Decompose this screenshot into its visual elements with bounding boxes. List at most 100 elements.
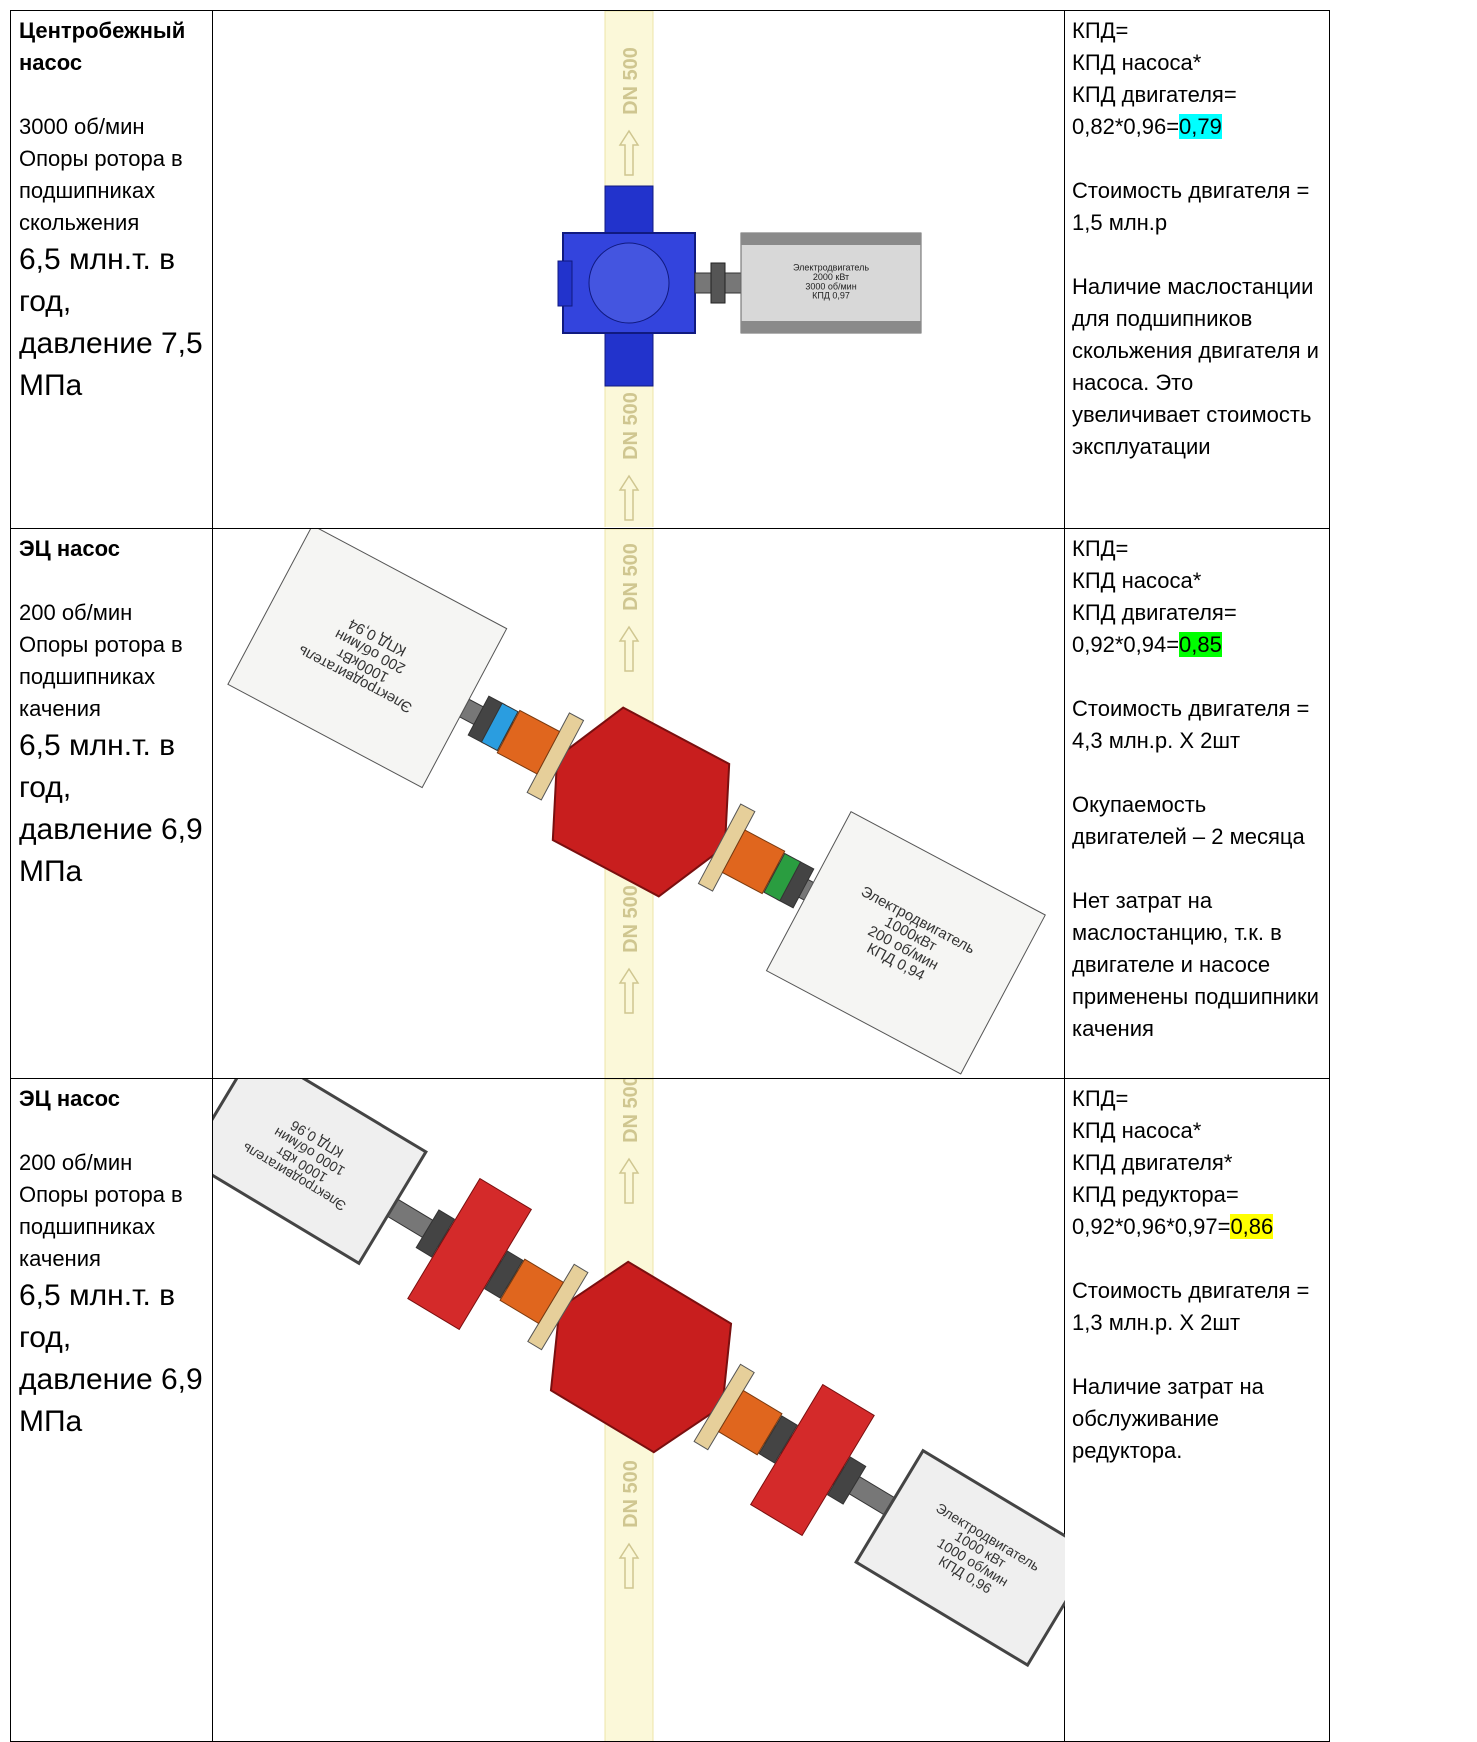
coupling: [758, 1415, 798, 1464]
flow-arrow: [618, 474, 640, 521]
table-row: ЭЦ насос 200 об/мин Опоры ротора в подшипн…: [11, 1078, 1329, 1741]
seal: [717, 1389, 783, 1456]
formula: 0,92*0,94=: [1072, 632, 1180, 657]
flow-arrow: [618, 967, 640, 1014]
motor: [854, 1448, 1065, 1668]
spacer: [1072, 1339, 1322, 1371]
efficiency-line: КПД=: [1072, 1086, 1129, 1111]
motor-band: [741, 321, 921, 333]
pipe-label: DN 500: [620, 1079, 642, 1143]
motor-label: Электродвигатель 2000 кВт 3000 об/мин КПД 0…: [793, 262, 869, 300]
motor: [765, 811, 1046, 1075]
spacer: [19, 79, 204, 111]
diagram: DN 500 DN 500 Электродвигатель 2000 кВт 3000…: [557, 11, 922, 527]
note-paragraph: Стоимость двигателя = 1,5 млн.р: [1072, 178, 1310, 235]
efficiency-line: КПД=: [1072, 536, 1129, 561]
note-paragraph: Окупаемость двигателей – 2 месяца: [1072, 792, 1305, 849]
motor: [213, 1079, 428, 1266]
note-paragraph: Наличие маслостанции для подшипников ско…: [1072, 274, 1319, 459]
spacer: [1072, 853, 1322, 885]
efficiency-formula: 0,82*0,96=0,79: [1072, 111, 1322, 143]
efficiency-line: КПД двигателя=: [1072, 82, 1237, 107]
motor: [740, 232, 922, 334]
efficiency-result: 0,86: [1230, 1214, 1274, 1239]
pipe-label: DN 500: [620, 885, 642, 953]
pump-casing: [588, 242, 670, 324]
pump-assembly: Электродвигатель1000 кВт1000 об/минКПД 0…: [213, 1079, 1065, 1668]
pump-capacity: 6,5 млн.т. в год, давление 6,9 МПа: [19, 1279, 203, 1438]
pump-cell: ЭЦ насос 200 об/мин Опоры ротора в подшипн…: [11, 529, 213, 1078]
pump-capacity: 6,5 млн.т. в год, давление 7,5 МПа: [19, 243, 203, 402]
formula: 0,82*0,96=: [1072, 114, 1180, 139]
spacer: [1072, 661, 1322, 693]
efficiency-line: КПД насоса*: [1072, 568, 1202, 593]
seal: [496, 709, 561, 775]
pump-assembly: Электродвигатель1000кВт200 об/минКПД 0,9…: [227, 529, 1046, 1075]
efficiency-line: КПД насоса*: [1072, 1118, 1202, 1143]
pump-body: [549, 1260, 733, 1454]
spacer: [1072, 757, 1322, 789]
spacer: [19, 1115, 204, 1147]
pump-bearings: Опоры ротора в подшипниках скольжения: [19, 146, 183, 235]
note-paragraph: Стоимость двигателя = 1,3 млн.р. Х 2шт: [1072, 1278, 1310, 1335]
efficiency-line: КПД двигателя=: [1072, 600, 1237, 625]
efficiency-formula: 0,92*0,96*0,97=0,86: [1072, 1211, 1322, 1243]
diagram-cell: DN 500 DN 500 Электродвигатель 2000 кВт 3000…: [213, 11, 1065, 528]
reducer: [749, 1383, 875, 1537]
note-paragraph: Наличие затрат на обслуживание редуктора…: [1072, 1374, 1264, 1463]
motor-band: [741, 233, 921, 245]
coupling: [484, 1250, 524, 1299]
table-row: Центробежный насос 3000 об/мин Опоры ротор…: [11, 11, 1329, 528]
pump-speed: 200 об/мин: [19, 1150, 133, 1175]
motor-label-line: 3000 об/мин: [805, 281, 856, 291]
flow-arrow: [618, 1157, 640, 1204]
pump-speed: 200 об/мин: [19, 600, 133, 625]
notes-cell: КПД= КПД насоса* КПД двигателя* КПД редукто…: [1065, 1079, 1329, 1741]
pipe-label: DN 500: [620, 47, 642, 115]
pump-bearings: Опоры ротора в подшипниках качения: [19, 632, 183, 721]
spacer: [1072, 239, 1322, 271]
comparison-table: Центробежный насос 3000 об/мин Опоры ротор…: [10, 10, 1330, 1742]
note-paragraph: Стоимость двигателя = 4,3 млн.р. Х 2шт: [1072, 696, 1310, 753]
efficiency-result: 0,79: [1179, 114, 1222, 139]
spacer: [19, 565, 204, 597]
flow-arrow: [618, 625, 640, 672]
efficiency-line: КПД=: [1072, 18, 1129, 43]
efficiency-line: КПД насоса*: [1072, 50, 1202, 75]
spacer: [1072, 143, 1322, 175]
flow-arrow: [618, 1542, 640, 1589]
reducer: [407, 1177, 533, 1331]
pump-cell: Центробежный насос 3000 об/мин Опоры ротор…: [11, 11, 213, 528]
notes-cell: КПД= КПД насоса* КПД двигателя= 0,92*0,94=0…: [1065, 529, 1329, 1078]
coupling: [415, 1209, 456, 1258]
coupling: [763, 852, 802, 902]
motor: [227, 529, 508, 789]
note-paragraph: Нет затрат на маслостанцию, т.к. в двига…: [1072, 888, 1319, 1041]
efficiency-line: КПД двигателя*: [1072, 1150, 1233, 1175]
table-row: ЭЦ насос 200 об/мин Опоры ротора в подшипн…: [11, 528, 1329, 1078]
spacer: [1072, 1243, 1322, 1275]
seal: [721, 829, 786, 895]
coupling: [826, 1456, 867, 1505]
pump-title: Центробежный насос: [19, 18, 186, 75]
pump-speed: 3000 об/мин: [19, 114, 145, 139]
pump-bearings: Опоры ротора в подшипниках качения: [19, 1182, 183, 1271]
coupling: [480, 702, 519, 752]
coupling: [710, 262, 726, 304]
pump-inlet: [557, 260, 573, 307]
pipe-label: DN 500: [620, 543, 642, 611]
efficiency-line: КПД редуктора=: [1072, 1182, 1239, 1207]
pump-title: ЭЦ насос: [19, 1086, 120, 1111]
flow-arrow: [618, 129, 640, 176]
formula: 0,92*0,96*0,97=: [1072, 1214, 1231, 1239]
motor-label-line: 2000 кВт: [813, 272, 849, 282]
pump-cell: ЭЦ насос 200 об/мин Опоры ротора в подшипн…: [11, 1079, 213, 1741]
notes-cell: КПД= КПД насоса* КПД двигателя= 0,82*0,96=0…: [1065, 11, 1329, 528]
pump-title: ЭЦ насос: [19, 536, 120, 561]
seal: [499, 1258, 565, 1325]
efficiency-formula: 0,92*0,94=0,85: [1072, 629, 1322, 661]
efficiency-result: 0,85: [1179, 632, 1222, 657]
